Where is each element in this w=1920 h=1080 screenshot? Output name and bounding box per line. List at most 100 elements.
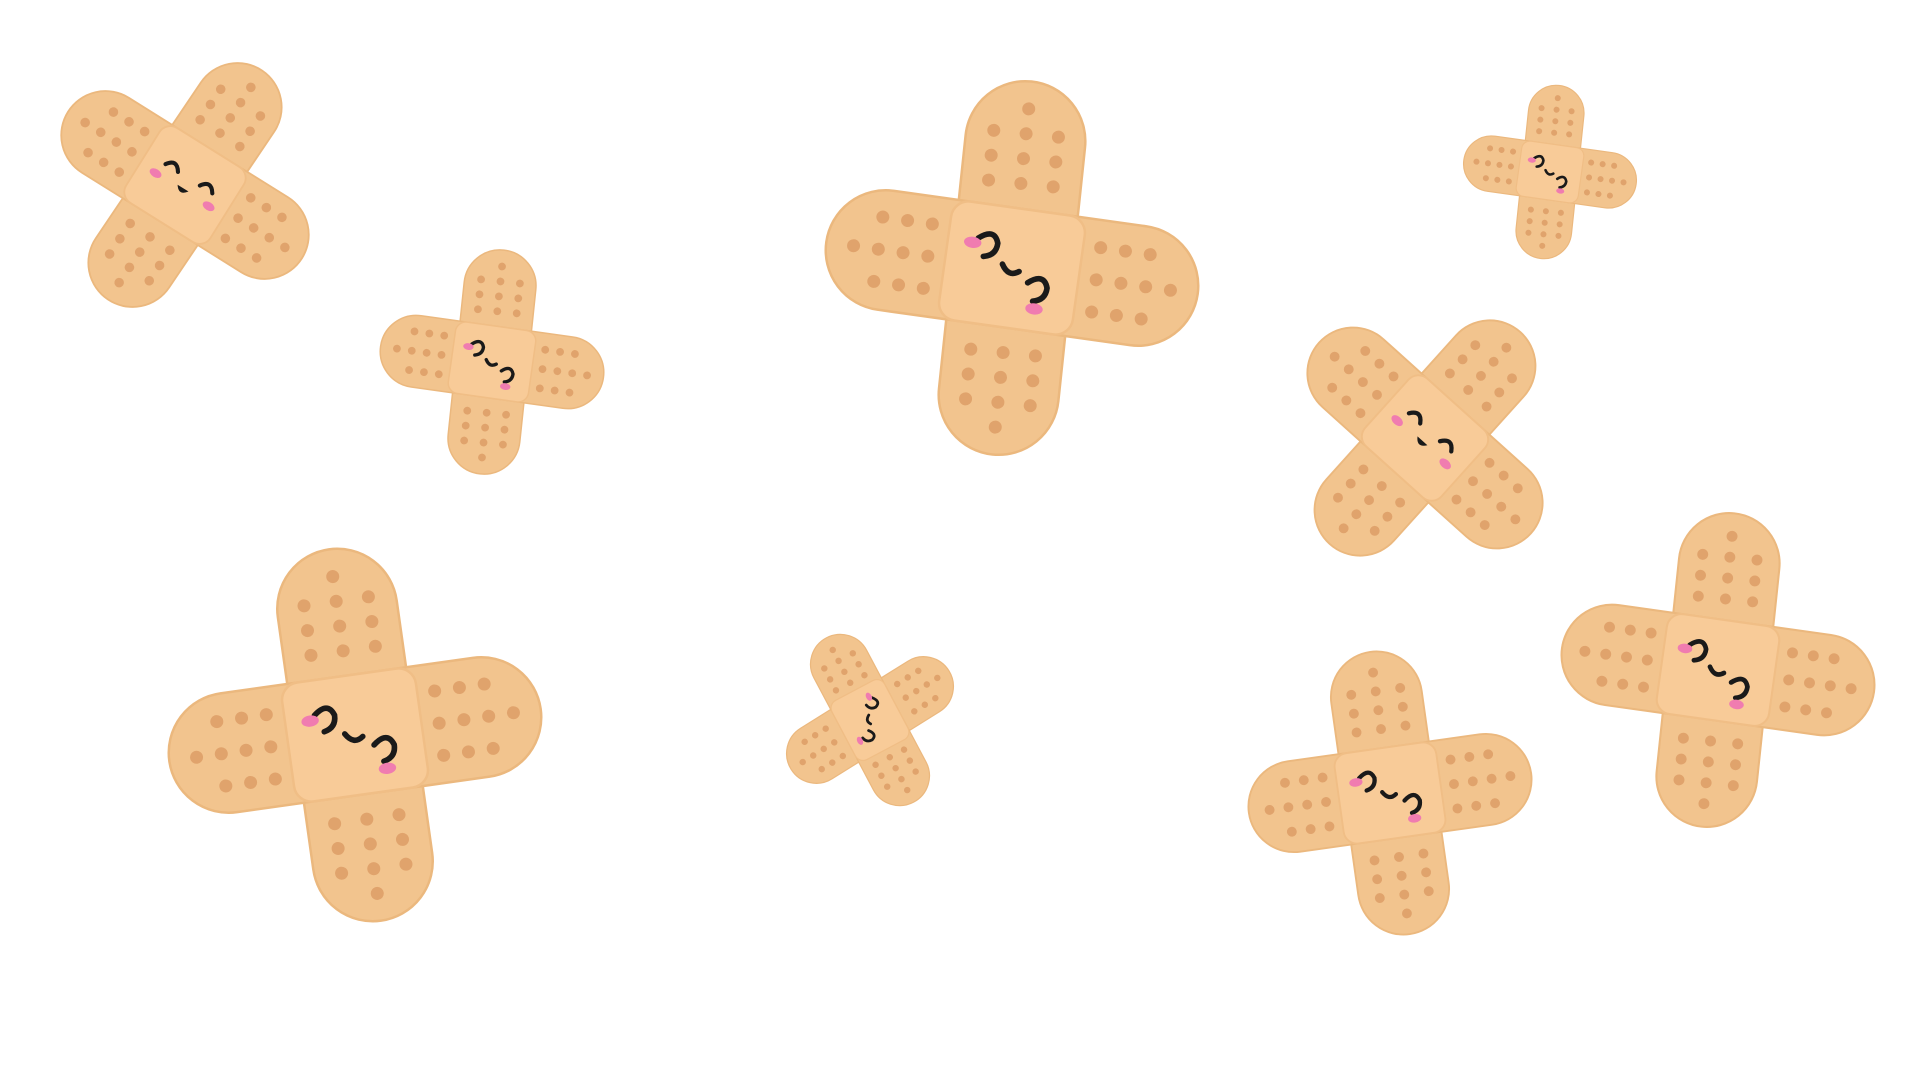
- eye-right: [1024, 275, 1050, 304]
- strip-hole: [482, 408, 491, 417]
- strip-hole: [1527, 206, 1534, 213]
- strip-hole: [553, 367, 562, 376]
- strip-hole: [1702, 756, 1714, 768]
- strip-hole: [1302, 799, 1313, 810]
- strip-hole: [268, 772, 282, 786]
- eye-left: [975, 231, 1001, 260]
- strip-hole: [235, 97, 246, 108]
- pad-body: [937, 200, 1087, 336]
- strip-hole: [190, 750, 204, 764]
- strip-hole: [1143, 248, 1157, 262]
- strip-hole: [1536, 128, 1543, 135]
- strip-hole: [1465, 507, 1476, 518]
- mouth: [1417, 436, 1428, 446]
- strip-hole: [365, 615, 379, 629]
- strip-hole: [1783, 674, 1795, 686]
- strip-hole: [1444, 368, 1455, 379]
- strip-hole: [886, 754, 894, 761]
- bandage-pad: [1333, 741, 1447, 845]
- mouth: [341, 731, 366, 744]
- strip-hole: [801, 738, 808, 746]
- eye-left: [1533, 154, 1545, 168]
- strip-hole: [912, 768, 919, 775]
- strip-hole: [994, 370, 1008, 384]
- strip-hole: [996, 346, 1010, 360]
- strip-hole: [911, 708, 918, 715]
- strip-hole: [1697, 548, 1709, 560]
- bandage-pad: [1655, 613, 1781, 727]
- strip-hole: [1505, 178, 1512, 185]
- strip-hole: [1470, 340, 1481, 351]
- strip-hole: [1374, 358, 1385, 369]
- strip-hole: [1049, 155, 1063, 169]
- eye-right: [1402, 792, 1423, 816]
- strip-hole: [331, 841, 345, 855]
- strip-hole: [139, 126, 150, 137]
- strip-hole: [1457, 354, 1468, 365]
- strip-hole: [407, 346, 416, 355]
- strip-hole: [259, 708, 273, 722]
- strip-hole: [1724, 551, 1736, 563]
- strip-hole: [1394, 852, 1404, 862]
- strip-hole: [1486, 773, 1497, 784]
- strip-hole: [1568, 108, 1575, 115]
- strip-hole: [1358, 464, 1369, 475]
- strip-hole: [835, 657, 842, 665]
- strip-hole: [1464, 751, 1475, 762]
- strip-hole: [1139, 280, 1153, 294]
- strip-hole: [195, 114, 205, 125]
- strip-hole: [1494, 176, 1501, 183]
- strip-hole: [236, 243, 246, 253]
- strip-hole: [368, 639, 382, 653]
- blush-left: [463, 343, 474, 350]
- strip-hole: [961, 367, 975, 381]
- strip-hole: [261, 202, 272, 213]
- strip-hole: [478, 453, 486, 462]
- strip-hole: [1507, 373, 1517, 384]
- strip-hole: [538, 365, 547, 373]
- strip-hole: [987, 123, 1001, 137]
- strip-hole: [239, 743, 253, 757]
- strip-hole: [280, 242, 290, 253]
- strip-hole: [904, 786, 911, 794]
- strip-hole: [1449, 779, 1459, 789]
- strip-hole: [301, 624, 315, 638]
- strip-hole: [1028, 349, 1042, 363]
- strip-hole: [1705, 735, 1716, 747]
- strip-hole: [1554, 95, 1561, 102]
- strip-hole: [809, 752, 817, 759]
- strip-hole: [841, 668, 848, 676]
- strip-hole: [822, 725, 829, 732]
- strip-hole: [1779, 701, 1791, 713]
- strip-hole: [1567, 119, 1574, 126]
- strip-hole: [988, 420, 1002, 434]
- strip-hole: [1751, 554, 1763, 566]
- strip-hole: [215, 84, 226, 95]
- strip-hole: [1089, 273, 1103, 287]
- strip-hole: [493, 307, 502, 316]
- strip-hole: [1510, 148, 1517, 155]
- strip-hole: [477, 275, 485, 284]
- strip-hole: [255, 111, 266, 121]
- strip-hole: [514, 294, 523, 303]
- bandage-face: [1349, 770, 1423, 823]
- mouth: [1544, 168, 1555, 176]
- strip-hole: [932, 694, 939, 702]
- strip-hole: [214, 747, 228, 761]
- strip-hole: [839, 752, 847, 760]
- strip-hole: [1357, 377, 1368, 388]
- strip-hole: [1695, 569, 1706, 581]
- strip-hole: [127, 147, 137, 157]
- strip-hole: [1488, 356, 1499, 367]
- strip-hole: [1452, 803, 1463, 814]
- strip-hole: [1730, 759, 1741, 771]
- strip-hole: [215, 128, 225, 138]
- strip-hole: [829, 759, 836, 766]
- strip-hole: [1479, 520, 1490, 530]
- strip-hole: [934, 674, 941, 682]
- strip-hole: [460, 436, 469, 445]
- eye-right: [1555, 175, 1568, 189]
- strip-hole: [900, 746, 908, 753]
- strip-hole: [233, 213, 243, 223]
- bandage-face: [301, 705, 398, 775]
